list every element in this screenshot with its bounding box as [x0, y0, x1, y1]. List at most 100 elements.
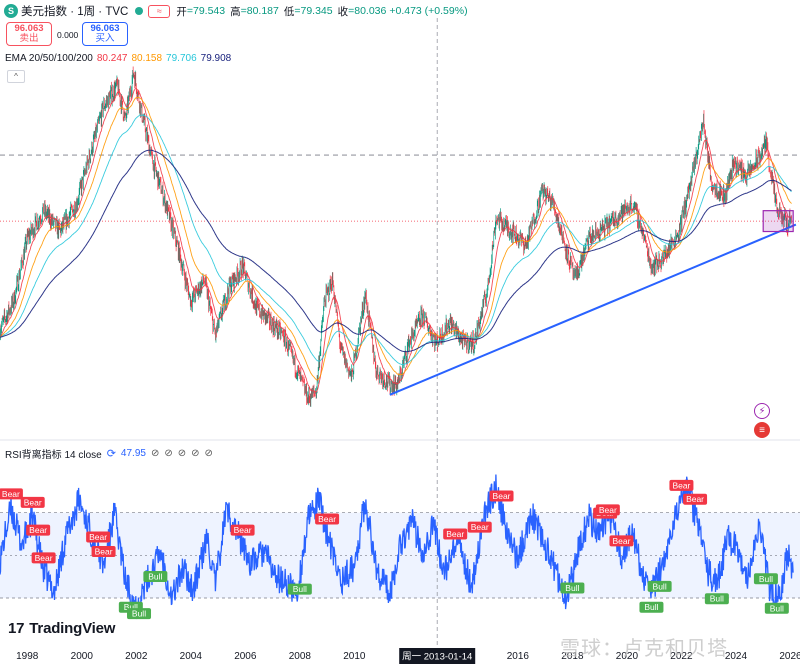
more-icon[interactable]: ⊘: [204, 448, 213, 459]
ohlc-close-label: 收: [337, 5, 349, 18]
bull-signal-15: Bull: [560, 582, 585, 594]
buy-label: 买入: [95, 33, 115, 44]
sell-price: 96.063: [14, 23, 44, 34]
buy-price: 96.063: [90, 23, 120, 34]
x-tick-2016: 2016: [507, 651, 530, 662]
bull-signal-7: Bull: [127, 608, 152, 620]
buy-button[interactable]: 96.063 买入: [82, 22, 128, 46]
bear-signal-11: Bear: [315, 513, 340, 525]
svg-text:Bear: Bear: [471, 522, 489, 532]
remove-icon[interactable]: ⊘: [191, 448, 200, 459]
ema-line-50: [0, 96, 792, 381]
svg-text:Bear: Bear: [493, 491, 511, 501]
bear-signal-1: Bear: [20, 496, 45, 508]
svg-text:Bear: Bear: [95, 547, 113, 557]
x-tick-2004: 2004: [180, 651, 203, 662]
x-tick-2018: 2018: [561, 651, 584, 662]
svg-text:Bear: Bear: [2, 489, 20, 499]
x-tick-2024: 2024: [725, 651, 748, 662]
bull-signal-8: Bull: [143, 571, 168, 583]
support-zone-box: [762, 210, 794, 233]
svg-text:Bear: Bear: [612, 536, 630, 546]
source-icon[interactable]: ⊘: [177, 448, 187, 459]
settings-icon[interactable]: ⊘: [164, 448, 173, 459]
watermark-text: 雪球：卢克和贝塔: [560, 638, 728, 660]
ema-20-value: 80.247: [96, 53, 128, 64]
tradingview-logo[interactable]: 17 TradingView: [8, 620, 115, 637]
svg-text:Bull: Bull: [770, 603, 784, 613]
market-status-icon: [135, 7, 144, 15]
visibility-icon[interactable]: ⊘: [150, 448, 160, 459]
x-tick-2006: 2006: [234, 651, 257, 662]
svg-text:Bear: Bear: [89, 532, 107, 542]
ema-line-200: [0, 149, 792, 353]
symbol-logo-icon: S: [4, 4, 18, 18]
price-candles: [0, 66, 792, 407]
sell-label: 卖出: [19, 33, 39, 44]
sell-button[interactable]: 96.063 卖出: [6, 22, 52, 46]
x-tick-2010: 2010: [343, 651, 366, 662]
ohlc-low-label: 低: [283, 5, 295, 18]
bull-signal-25: Bull: [764, 602, 789, 614]
ema-legend[interactable]: EMA 20/50/100/200 80.247 80.158 79.706 7…: [5, 53, 231, 64]
bear-signal-5: Bear: [91, 546, 116, 557]
ohlc-low-value: =79.345: [294, 5, 333, 17]
bear-signal-9: Bear: [230, 524, 255, 536]
rsi-label: RSI背离指标 14 close: [5, 450, 102, 461]
bear-signal-18: Bear: [609, 535, 634, 547]
collapse-legend-icon[interactable]: ^: [7, 70, 25, 83]
bull-signal-24: Bull: [753, 573, 778, 585]
rsi-value: 47.95: [120, 448, 146, 459]
ema-line-100: [0, 114, 792, 366]
bear-signal-21: Bear: [669, 479, 694, 491]
spread-value: 0.000: [57, 30, 79, 40]
bear-signal-13: Bear: [467, 521, 492, 533]
bull-signal-20: Bull: [639, 601, 664, 613]
svg-text:Bull: Bull: [124, 602, 138, 612]
bull-signal-10: Bull: [287, 583, 312, 595]
bear-signal-2: Bear: [26, 524, 51, 536]
rsi-legend[interactable]: RSI背离指标 14 close ⟳ 47.95 ⊘ ⊘ ⊘ ⊘ ⊘: [5, 446, 213, 461]
crosshair-date-label: 周一 2013-01-14: [402, 652, 472, 663]
svg-text:Bull: Bull: [759, 574, 773, 584]
tradingview-wordmark: TradingView: [29, 620, 116, 637]
svg-text:Bull: Bull: [644, 602, 658, 612]
alert-bolt-icon[interactable]: ⚡: [754, 403, 770, 419]
bear-signal-12: Bear: [443, 528, 468, 540]
bull-signal-19: Bull: [647, 580, 672, 592]
svg-text:Bear: Bear: [318, 514, 336, 524]
bull-signal-23: Bull: [704, 593, 729, 605]
symbol-header: S 美元指数 · 1周 · TVC ≈ 开 =79.543 高 =80.187 低 =…: [4, 3, 471, 19]
rsi-line: [0, 474, 794, 620]
ohlc-high-value: =80.187: [240, 5, 279, 17]
symbol-title[interactable]: 美元指数 · 1周 · TVC: [21, 6, 129, 18]
bear-signal-4: Bear: [86, 531, 111, 543]
support-trendline: [389, 223, 797, 396]
ohlc-high-label: 高: [230, 5, 241, 18]
ema-label: EMA 20/50/100/200: [5, 53, 93, 64]
ema-200-value: 79.908: [200, 53, 232, 64]
svg-text:Bear: Bear: [599, 505, 617, 515]
svg-text:Bear: Bear: [35, 553, 53, 563]
ema-50-value: 80.158: [131, 53, 163, 64]
refresh-icon[interactable]: ⟳: [106, 448, 116, 460]
us-flag-icon[interactable]: ≡: [754, 422, 770, 438]
svg-text:Bear: Bear: [29, 525, 47, 535]
bear-signal-14: Bear: [489, 490, 514, 502]
ohlc-close-value: =80.036: [348, 5, 387, 17]
compare-flag-icon[interactable]: ≈: [148, 4, 171, 18]
svg-text:Bull: Bull: [710, 594, 724, 604]
svg-text:Bear: Bear: [24, 497, 42, 507]
bear-signal-3: Bear: [31, 552, 56, 564]
x-tick-2002: 2002: [125, 651, 148, 662]
ohlc-change-value: +0.473 (+0.59%): [389, 5, 468, 17]
svg-text:Bull: Bull: [148, 572, 162, 582]
x-tick-1998: 1998: [16, 651, 39, 662]
x-tick-2008: 2008: [289, 651, 312, 662]
bear-signal-0: Bear: [0, 488, 23, 500]
ohlc-open-value: =79.543: [186, 5, 226, 17]
svg-text:Bull: Bull: [293, 584, 307, 594]
ema-100-value: 79.706: [166, 53, 197, 64]
